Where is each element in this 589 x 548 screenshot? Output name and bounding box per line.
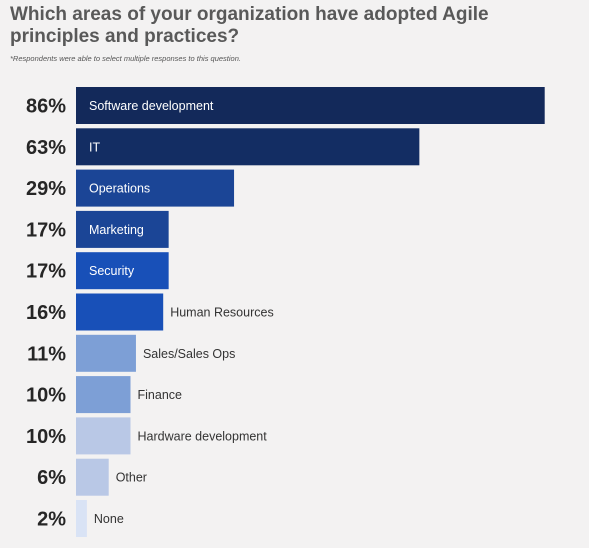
- value-label-human-resources: 16%: [26, 302, 66, 324]
- bar-operations: [76, 169, 235, 207]
- category-label-human-resources: Human Resources: [170, 306, 274, 320]
- category-label-operations: Operations: [89, 182, 150, 196]
- category-label-security: Security: [89, 264, 135, 278]
- bar-human-resources: [76, 293, 164, 331]
- bar-none: [76, 500, 87, 537]
- value-label-none: 2%: [37, 509, 66, 531]
- bar-marketing: [76, 210, 169, 248]
- value-label-finance: 10%: [26, 385, 66, 407]
- value-label-sales-sales-ops: 11%: [27, 343, 66, 365]
- category-label-it: IT: [89, 140, 100, 154]
- chart-title: Which areas of your organization have ad…: [10, 4, 489, 47]
- value-label-hardware-development: 10%: [26, 426, 66, 448]
- category-label-hardware-development: Hardware development: [138, 429, 268, 443]
- value-label-it: 63%: [26, 137, 66, 159]
- bar-security: [76, 252, 169, 290]
- chart-subtitle: *Respondents were able to select multipl…: [10, 54, 241, 63]
- category-label-other: Other: [116, 471, 147, 485]
- bar-hardware-development: [76, 417, 131, 455]
- bar-other: [76, 458, 109, 496]
- bar-software-development: [76, 87, 545, 124]
- value-label-marketing: 17%: [26, 219, 66, 241]
- category-label-none: None: [94, 512, 124, 526]
- category-label-marketing: Marketing: [89, 223, 144, 237]
- bar-it: [76, 128, 420, 166]
- category-label-software-development: Software development: [89, 99, 214, 113]
- value-label-security: 17%: [26, 261, 66, 283]
- value-label-operations: 29%: [26, 178, 66, 200]
- bar-finance: [76, 376, 131, 414]
- value-label-other: 6%: [37, 467, 66, 489]
- category-label-finance: Finance: [138, 388, 183, 402]
- bar-sales-sales-ops: [76, 334, 136, 372]
- value-label-software-development: 86%: [26, 96, 66, 118]
- category-label-sales-sales-ops: Sales/Sales Ops: [143, 347, 235, 361]
